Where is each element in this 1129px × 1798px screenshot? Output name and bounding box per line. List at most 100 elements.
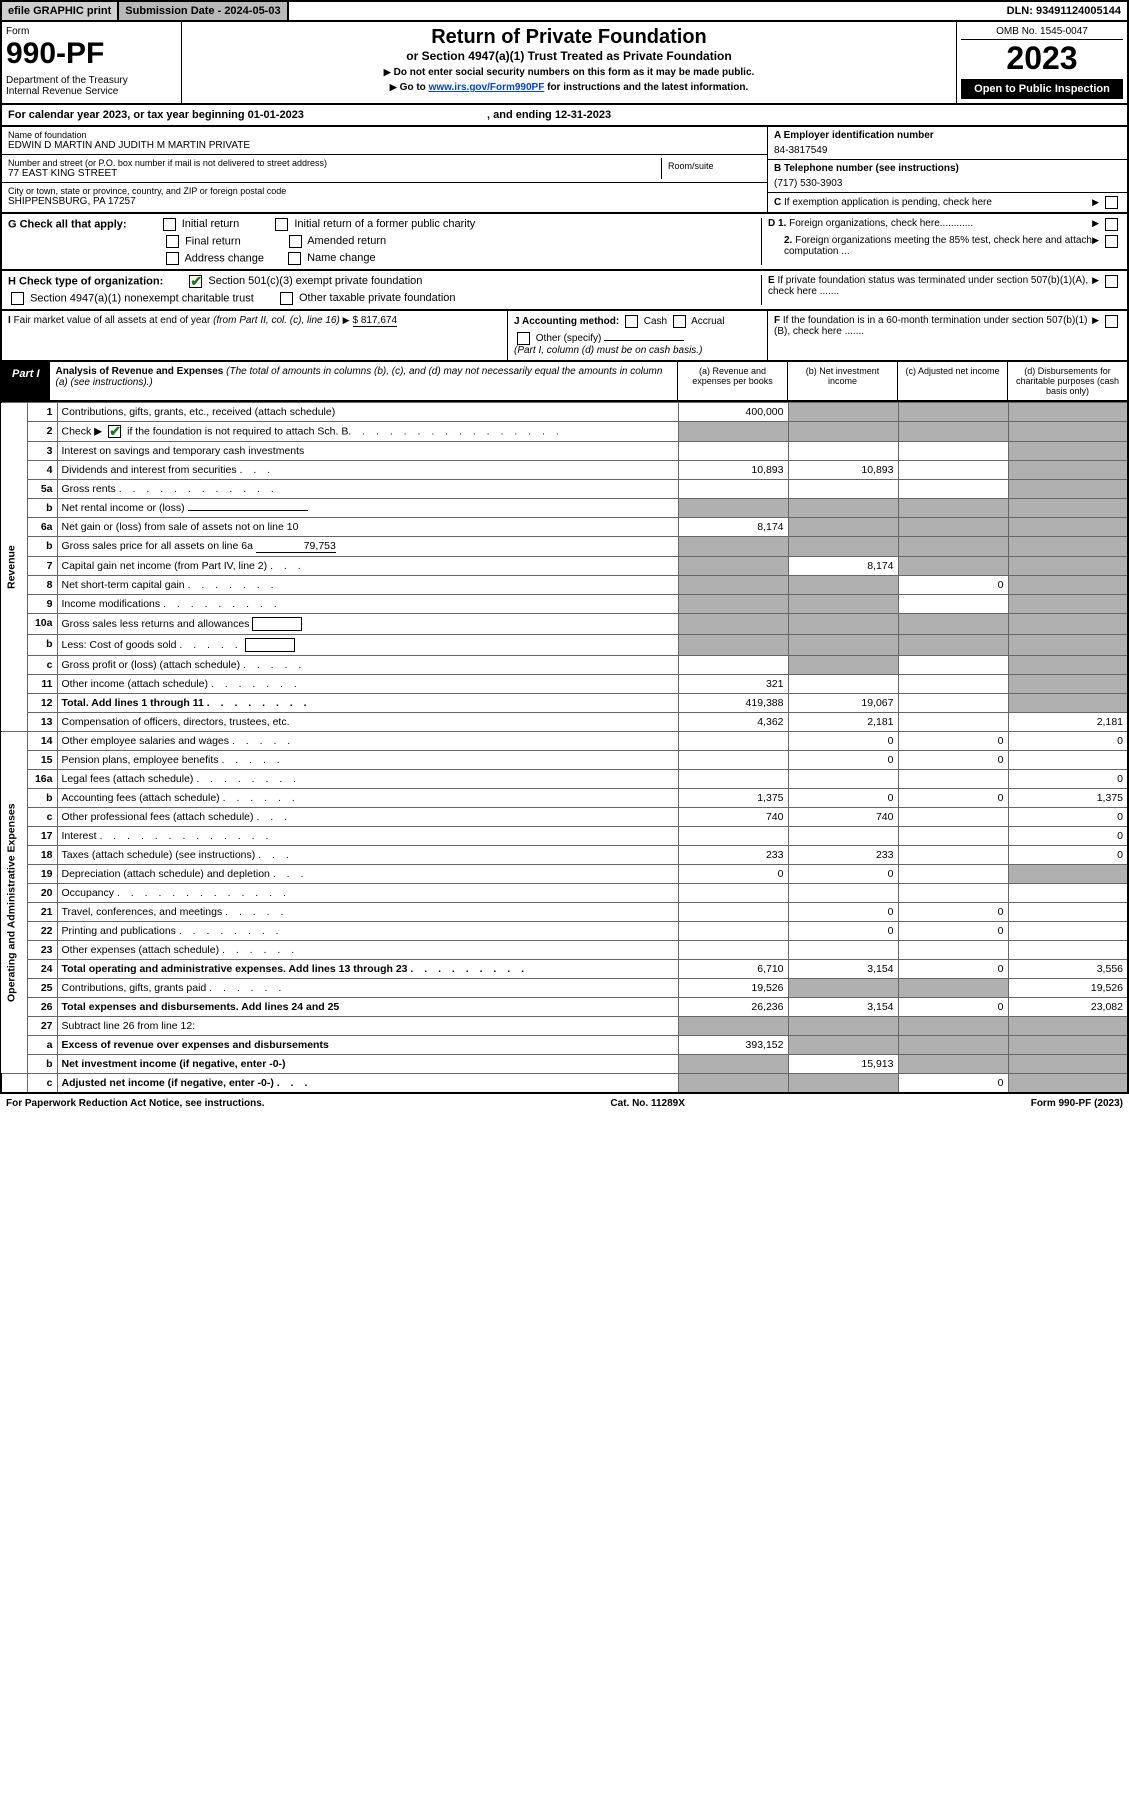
other-taxable-cb[interactable] bbox=[280, 292, 293, 305]
val-a: 26,236 bbox=[678, 998, 788, 1017]
initial-return-cb[interactable] bbox=[163, 218, 176, 231]
line-desc: Interest on savings and temporary cash i… bbox=[57, 442, 678, 461]
val-c: 0 bbox=[898, 751, 1008, 770]
line-desc: Accounting fees (attach schedule) . . . … bbox=[57, 789, 678, 808]
line-desc: Net rental income or (loss) bbox=[57, 499, 678, 518]
entity-info: Name of foundation EDWIN D MARTIN AND JU… bbox=[0, 127, 1129, 214]
line-num: 22 bbox=[27, 922, 57, 941]
line-desc: Interest . . . . . . . . . . . . . bbox=[57, 827, 678, 846]
arrow-icon bbox=[1092, 218, 1102, 231]
line-num: 17 bbox=[27, 827, 57, 846]
addr-label: Number and street (or P.O. box number if… bbox=[8, 158, 661, 168]
col-a-head: (a) Revenue and expenses per books bbox=[677, 362, 787, 400]
val-d: 3,556 bbox=[1008, 960, 1128, 979]
table-row: 15Pension plans, employee benefits . . .… bbox=[1, 751, 1128, 770]
form-number: 990-PF bbox=[6, 37, 177, 71]
line-desc: Compensation of officers, directors, tru… bbox=[57, 713, 678, 732]
line-num: 16a bbox=[27, 770, 57, 789]
table-row: 9Income modifications . . . . . . . . . bbox=[1, 595, 1128, 614]
j-accrual: Accrual bbox=[691, 316, 724, 327]
address-change-cb[interactable] bbox=[166, 252, 179, 265]
line-desc: Pension plans, employee benefits . . . .… bbox=[57, 751, 678, 770]
line-desc: Check ▶ if the foundation is not require… bbox=[57, 422, 678, 442]
oae-side-label: Operating and Administrative Expenses bbox=[1, 732, 27, 1074]
line-desc: Net short-term capital gain . . . . . . … bbox=[57, 576, 678, 595]
amended-return-cb[interactable] bbox=[289, 235, 302, 248]
top-bar: efile GRAPHIC print Submission Date - 20… bbox=[0, 0, 1129, 22]
val-a: 400,000 bbox=[678, 403, 788, 422]
g-o3: Final return bbox=[185, 235, 241, 247]
line-desc: Travel, conferences, and meetings . . . … bbox=[57, 903, 678, 922]
val-b: 233 bbox=[788, 846, 898, 865]
line-num: 2 bbox=[27, 422, 57, 442]
val-b: 2,181 bbox=[788, 713, 898, 732]
table-row: 22Printing and publications . . . . . . … bbox=[1, 922, 1128, 941]
line-num: 4 bbox=[27, 461, 57, 480]
table-row: 16aLegal fees (attach schedule) . . . . … bbox=[1, 770, 1128, 789]
line-num: c bbox=[27, 1074, 57, 1094]
line-num: b bbox=[27, 635, 57, 656]
line-desc: Capital gain net income (from Part IV, l… bbox=[57, 557, 678, 576]
cy-mid: , and ending bbox=[487, 109, 555, 121]
e-text: If private foundation status was termina… bbox=[768, 275, 1088, 297]
501c3-cb[interactable] bbox=[189, 275, 202, 288]
line-desc: Income modifications . . . . . . . . . bbox=[57, 595, 678, 614]
cash-cb[interactable] bbox=[625, 315, 638, 328]
4947a1-cb[interactable] bbox=[11, 292, 24, 305]
final-return-cb[interactable] bbox=[166, 235, 179, 248]
line-desc: Total expenses and disbursements. Add li… bbox=[57, 998, 678, 1017]
line-desc: Adjusted net income (if negative, enter … bbox=[57, 1074, 678, 1094]
val-a: 0 bbox=[678, 865, 788, 884]
h-o2: Section 4947(a)(1) nonexempt charitable … bbox=[30, 292, 254, 304]
street-address: 77 EAST KING STREET bbox=[8, 168, 661, 179]
table-row: cOther professional fees (attach schedul… bbox=[1, 808, 1128, 827]
line-desc: Legal fees (attach schedule) . . . . . .… bbox=[57, 770, 678, 789]
val-b: 8,174 bbox=[788, 557, 898, 576]
i-label: Fair market value of all assets at end o… bbox=[14, 315, 340, 326]
table-row: 4Dividends and interest from securities … bbox=[1, 461, 1128, 480]
footer-right: Form 990-PF (2023) bbox=[1031, 1098, 1123, 1109]
line-num: 9 bbox=[27, 595, 57, 614]
line-num: 12 bbox=[27, 694, 57, 713]
val-c: 0 bbox=[898, 960, 1008, 979]
j-cash: Cash bbox=[644, 316, 667, 327]
instr2-post: for instructions and the latest informat… bbox=[544, 82, 748, 93]
table-row: 7Capital gain net income (from Part IV, … bbox=[1, 557, 1128, 576]
ein-value: 84-3817549 bbox=[774, 145, 1121, 156]
name-change-cb[interactable] bbox=[288, 252, 301, 265]
form-word: Form bbox=[6, 26, 177, 37]
g-label: G Check all that apply: bbox=[8, 218, 127, 230]
val-a: 419,388 bbox=[678, 694, 788, 713]
table-row: bNet rental income or (loss) bbox=[1, 499, 1128, 518]
part-label: Part I bbox=[2, 362, 50, 400]
schb-checkbox[interactable] bbox=[108, 425, 121, 438]
val-a: 233 bbox=[678, 846, 788, 865]
g-o6: Name change bbox=[307, 252, 376, 264]
part-1-header: Part I Analysis of Revenue and Expenses … bbox=[0, 362, 1129, 402]
d2-checkbox[interactable] bbox=[1105, 235, 1118, 248]
line-num: 15 bbox=[27, 751, 57, 770]
table-row: 27Subtract line 26 from line 12: bbox=[1, 1017, 1128, 1036]
e-checkbox[interactable] bbox=[1105, 275, 1118, 288]
accrual-cb[interactable] bbox=[673, 315, 686, 328]
c-checkbox[interactable] bbox=[1105, 196, 1118, 209]
line-num: 1 bbox=[27, 403, 57, 422]
table-row: aExcess of revenue over expenses and dis… bbox=[1, 1036, 1128, 1055]
d1-checkbox[interactable] bbox=[1105, 218, 1118, 231]
val-d: 0 bbox=[1008, 770, 1128, 789]
cy-begin: 01-01-2023 bbox=[248, 109, 304, 121]
line-desc: Taxes (attach schedule) (see instruction… bbox=[57, 846, 678, 865]
other-method-cb[interactable] bbox=[517, 332, 530, 345]
h-o3: Other taxable private foundation bbox=[299, 292, 456, 304]
f-checkbox[interactable] bbox=[1105, 315, 1118, 328]
val-b: 3,154 bbox=[788, 960, 898, 979]
line-num: 25 bbox=[27, 979, 57, 998]
initial-return-public-cb[interactable] bbox=[275, 218, 288, 231]
instructions-link[interactable]: www.irs.gov/Form990PF bbox=[429, 82, 545, 93]
h-label: H Check type of organization: bbox=[8, 275, 163, 287]
line-desc: Total. Add lines 1 through 11 . . . . . … bbox=[57, 694, 678, 713]
arrow-icon bbox=[1092, 275, 1102, 305]
line-num: 10a bbox=[27, 614, 57, 635]
table-row: 24Total operating and administrative exp… bbox=[1, 960, 1128, 979]
val-b: 0 bbox=[788, 789, 898, 808]
